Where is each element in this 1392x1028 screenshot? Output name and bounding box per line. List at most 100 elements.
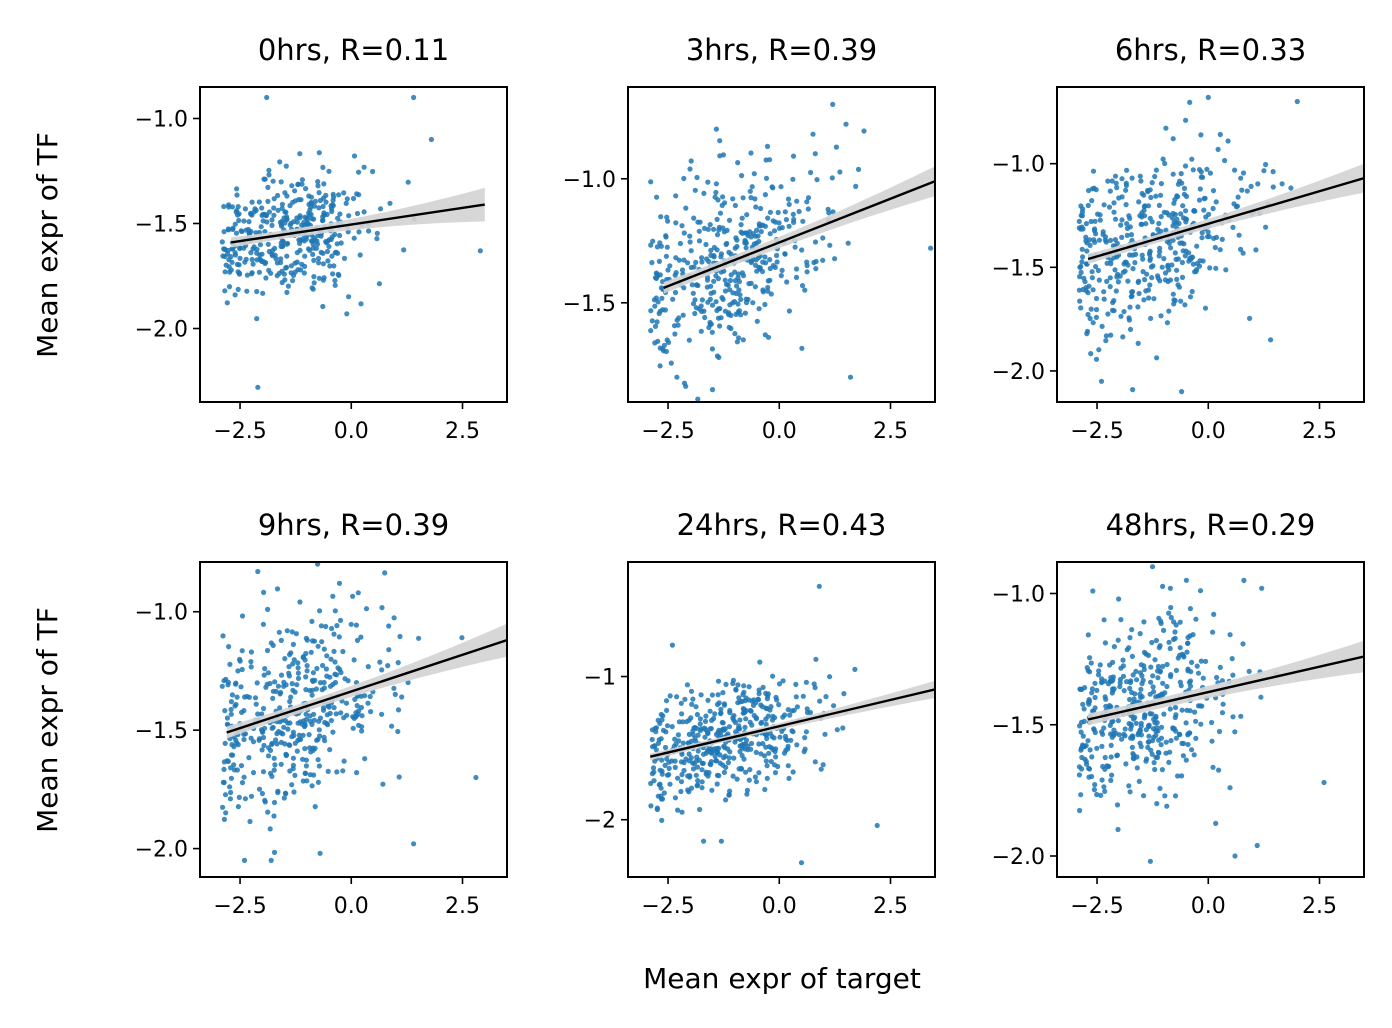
data-point — [735, 682, 741, 688]
data-point — [750, 702, 757, 709]
data-point — [298, 267, 304, 273]
data-point — [681, 759, 687, 766]
data-point — [280, 243, 286, 249]
data-point — [1206, 233, 1212, 240]
data-point — [255, 711, 261, 717]
data-point — [749, 722, 755, 728]
data-point — [698, 328, 704, 334]
data-point — [701, 190, 707, 196]
data-point — [707, 761, 713, 767]
data-point — [343, 700, 350, 706]
data-point — [228, 267, 234, 273]
data-point — [688, 688, 695, 694]
data-point — [361, 209, 367, 215]
data-point — [295, 181, 301, 188]
data-point — [1200, 675, 1206, 681]
data-point — [1081, 718, 1087, 725]
data-point — [653, 747, 659, 753]
data-point — [337, 211, 343, 217]
data-point — [248, 793, 255, 799]
data-point — [781, 750, 788, 756]
data-point — [1149, 751, 1155, 757]
data-point — [233, 230, 240, 236]
data-point — [1213, 199, 1219, 205]
data-point — [1076, 772, 1082, 778]
data-point — [730, 773, 736, 779]
data-point — [356, 722, 362, 728]
data-point — [1177, 178, 1183, 184]
data-point — [648, 803, 654, 809]
data-point — [289, 629, 295, 635]
data-point — [222, 792, 229, 798]
data-point — [769, 717, 776, 723]
data-point — [356, 708, 362, 714]
data-point — [1153, 728, 1159, 734]
data-point — [709, 387, 716, 393]
data-point — [691, 761, 697, 767]
data-point — [1238, 713, 1244, 719]
data-point — [220, 633, 226, 639]
data-point — [1130, 266, 1136, 272]
data-point — [1135, 304, 1141, 310]
data-point — [785, 763, 791, 769]
data-point — [706, 770, 712, 776]
data-point — [687, 239, 693, 245]
data-point — [1107, 722, 1113, 729]
data-point — [1090, 320, 1096, 326]
data-point — [763, 721, 769, 728]
data-point — [1130, 387, 1136, 393]
data-point — [764, 143, 771, 149]
data-point — [1164, 210, 1170, 216]
data-point — [754, 318, 760, 324]
data-point — [1183, 757, 1189, 763]
data-point — [1134, 765, 1140, 771]
data-point — [232, 250, 238, 256]
data-point — [1128, 726, 1134, 732]
data-point — [321, 679, 327, 686]
data-point — [841, 691, 847, 697]
data-point — [1215, 146, 1221, 152]
data-point — [221, 229, 227, 235]
data-point — [1123, 202, 1129, 208]
data-point — [324, 653, 330, 659]
data-point — [702, 718, 709, 725]
data-point — [1164, 803, 1170, 809]
data-point — [1153, 167, 1159, 173]
data-point — [1090, 287, 1096, 293]
data-point — [1263, 224, 1269, 230]
data-point — [713, 273, 719, 279]
data-point — [271, 196, 277, 202]
data-point — [694, 282, 700, 288]
data-point — [1230, 224, 1236, 230]
data-point — [278, 222, 284, 228]
data-point — [1168, 245, 1174, 251]
plot-area — [219, 94, 485, 390]
data-point — [649, 318, 655, 324]
data-point — [764, 763, 770, 769]
data-point — [1116, 596, 1122, 602]
data-point — [279, 201, 285, 207]
data-point — [324, 248, 331, 255]
x-tick-label: −2.5 — [641, 419, 694, 444]
data-point — [1158, 181, 1164, 187]
data-point — [385, 663, 391, 669]
x-axis-label: Mean expr of target — [643, 962, 921, 995]
data-point — [296, 732, 302, 738]
data-point — [290, 641, 296, 648]
data-point — [1087, 655, 1093, 661]
data-point — [1177, 645, 1183, 651]
data-point — [1089, 198, 1095, 204]
data-point — [1177, 652, 1183, 658]
data-point — [1167, 645, 1173, 652]
data-point — [790, 769, 796, 775]
data-point — [270, 695, 276, 702]
data-point — [820, 235, 826, 241]
data-point — [1163, 750, 1169, 756]
data-point — [1118, 313, 1124, 319]
data-point — [256, 269, 262, 275]
data-point — [796, 208, 802, 215]
data-point — [332, 282, 338, 288]
data-point — [793, 694, 799, 700]
data-point — [685, 260, 691, 266]
